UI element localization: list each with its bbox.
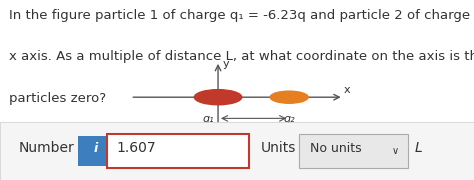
Text: x axis. As a multiple of distance L, at what coordinate on the axis is the net e: x axis. As a multiple of distance L, at … [9,50,474,63]
Text: y: y [223,59,229,69]
Text: L: L [415,141,422,155]
Text: ∨: ∨ [392,146,400,156]
Text: 1.607: 1.607 [116,141,156,155]
Text: Number: Number [19,141,75,155]
Text: q₁: q₁ [203,114,214,124]
Text: i: i [94,142,98,155]
Text: q₂: q₂ [283,114,295,124]
Text: L: L [250,123,257,133]
Text: No units: No units [310,142,362,155]
Circle shape [194,90,242,105]
Text: In the figure particle 1 of charge q₁ = -6.23q and particle 2 of charge q₂ = +1.: In the figure particle 1 of charge q₁ = … [9,9,474,22]
FancyBboxPatch shape [0,122,474,180]
FancyBboxPatch shape [78,136,114,166]
Text: x: x [344,85,351,95]
FancyBboxPatch shape [107,134,249,168]
Text: particles zero?: particles zero? [9,91,107,105]
Text: Units: Units [261,141,296,155]
FancyBboxPatch shape [299,134,408,168]
Circle shape [270,91,308,103]
